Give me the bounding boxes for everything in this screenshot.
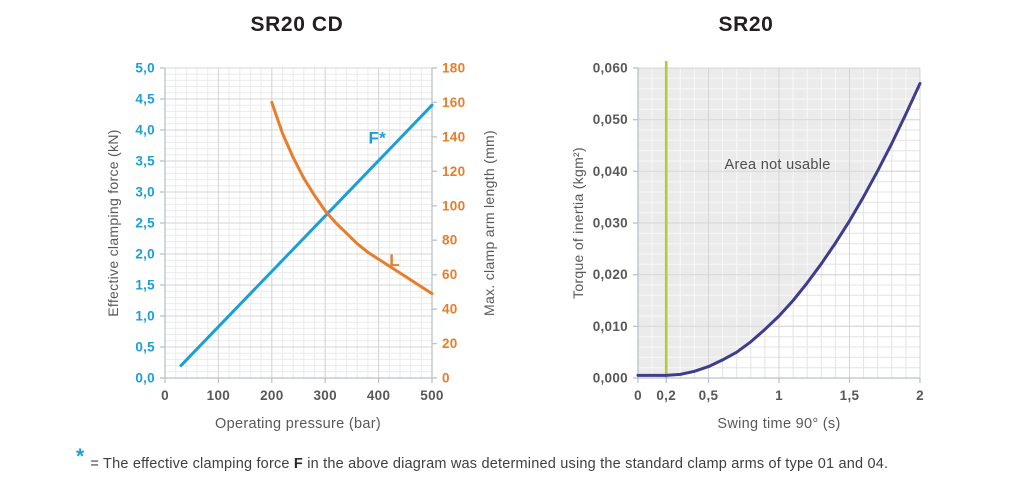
chart1-title: SR20 CD	[250, 13, 344, 36]
y-tick-label: 0,020	[593, 267, 628, 282]
y-right-tick-label: 160	[442, 95, 465, 110]
y-tick-label: 0,030	[593, 216, 628, 231]
footnote-bold-term: F	[293, 456, 303, 472]
chart1-yright-axis-label: Max. clamp arm length (mm)	[481, 130, 497, 316]
y-tick-label: 0,040	[593, 164, 628, 179]
x-tick-label: 1,5	[840, 388, 860, 403]
y-tick-label: 0,010	[593, 319, 628, 334]
y-right-tick-label: 40	[442, 302, 458, 317]
major-grid	[164, 67, 433, 379]
footnote-text-pre: = The effective clamping force	[90, 456, 294, 472]
y-left-tick-label: 5,0	[135, 61, 155, 76]
footnote-text-post: in the above diagram was determined usin…	[302, 456, 889, 472]
x-tick-label: 0	[161, 388, 169, 403]
y-right-tick-label: 100	[442, 198, 465, 213]
axes	[160, 67, 437, 383]
footnote: * = The effective clamping force F in the…	[76, 445, 889, 474]
y-right-tick-label: 20	[442, 336, 458, 351]
y-right-tick-label: 180	[442, 61, 465, 76]
series-line-L	[270, 100, 434, 296]
y-tick-label: 0,000	[593, 371, 628, 386]
y-right-tick-label: 0	[442, 371, 450, 386]
y-right-tick-label: 140	[442, 129, 465, 144]
series-label-F: F*	[368, 129, 386, 148]
y-left-tick-label: 2,5	[135, 216, 155, 231]
y-right-tick-label: 120	[442, 164, 465, 179]
y-tick-label: 0,050	[593, 112, 628, 127]
y-right-tick-label: 80	[442, 233, 458, 248]
x-tick-label: 1	[775, 388, 783, 403]
y-left-tick-label: 0,0	[135, 371, 155, 386]
axes	[633, 67, 921, 383]
y-tick-label: 0,060	[593, 61, 628, 76]
not-usable-annotation: Area not usable	[725, 157, 831, 173]
x-tick-label: 0,5	[699, 388, 719, 403]
footnote-asterisk-marker: *	[76, 445, 85, 468]
chart2-x-axis-label: Swing time 90° (s)	[717, 416, 841, 432]
y-left-tick-label: 4,5	[135, 92, 155, 107]
y-left-tick-label: 1,5	[135, 278, 155, 293]
chart1-x-axis-label: Operating pressure (bar)	[215, 416, 381, 432]
x-tick-label: 0	[634, 388, 642, 403]
chart2-y-axis-label: Torque of inertia (kgm²)	[570, 147, 586, 299]
series-line-F	[179, 103, 434, 368]
y-left-tick-label: 4,0	[135, 123, 155, 138]
chart2-title: SR20	[718, 13, 774, 36]
x-tick-label: 0,2	[656, 388, 676, 403]
series-line-inertia-limit-curve	[636, 82, 922, 377]
x-tick-label: 300	[313, 388, 336, 403]
series-label-L: L	[389, 251, 400, 270]
x-tick-label: 400	[367, 388, 390, 403]
y-left-tick-label: 3,0	[135, 185, 155, 200]
y-left-tick-label: 2,0	[135, 247, 155, 262]
chart1-yleft-axis-label: Effective clamping force (kN)	[105, 129, 121, 317]
y-left-tick-label: 1,0	[135, 309, 155, 324]
x-tick-label: 500	[420, 388, 443, 403]
x-tick-label: 200	[260, 388, 283, 403]
y-left-tick-label: 3,5	[135, 154, 155, 169]
x-tick-label: 2	[916, 388, 924, 403]
y-right-tick-label: 60	[442, 267, 458, 282]
y-left-tick-label: 0,5	[135, 340, 155, 355]
x-tick-label: 100	[207, 388, 230, 403]
